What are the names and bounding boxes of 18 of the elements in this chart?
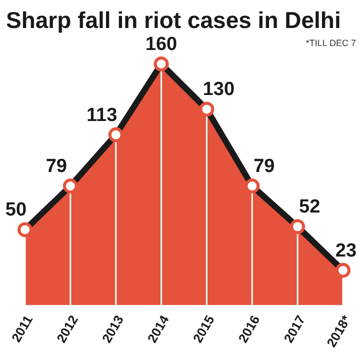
chart-title: Sharp fall in riot cases in Delhi <box>6 7 341 33</box>
text: *TILL DEC 7 <box>306 38 356 48</box>
point <box>18 222 32 238</box>
data-label: 52 <box>299 196 320 218</box>
data-label: 160 <box>145 34 178 55</box>
point <box>62 178 78 194</box>
data-label: 113 <box>86 104 118 126</box>
point <box>336 262 350 278</box>
data-label: 130 <box>202 79 235 100</box>
data-label: 79 <box>46 156 67 178</box>
point <box>290 219 306 234</box>
point <box>244 178 260 194</box>
data-label: 23 <box>335 240 357 262</box>
point <box>108 127 124 142</box>
point <box>199 102 214 117</box>
data-label: 79 <box>254 156 275 178</box>
point <box>154 56 169 72</box>
data-label: 50 <box>5 200 27 221</box>
